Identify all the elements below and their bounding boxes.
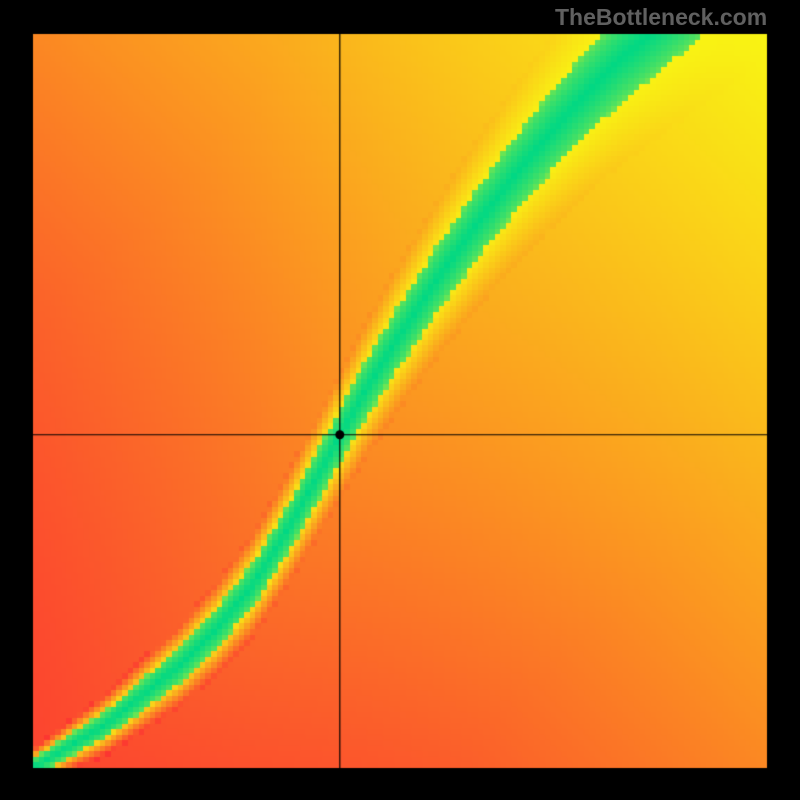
bottleneck-heatmap [0, 0, 800, 800]
chart-container: TheBottleneck.com [0, 0, 800, 800]
watermark-text: TheBottleneck.com [555, 4, 767, 31]
